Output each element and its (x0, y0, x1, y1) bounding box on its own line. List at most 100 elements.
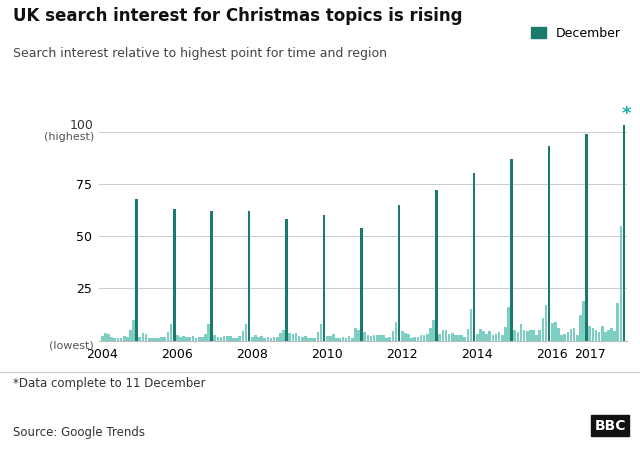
Bar (476, 334, 479, 341)
Bar (294, 333, 298, 341)
Bar (576, 336, 579, 341)
Bar (198, 337, 200, 341)
Bar (220, 337, 222, 341)
Bar (320, 324, 323, 341)
Bar (216, 336, 220, 341)
Bar (214, 335, 216, 341)
Bar (407, 334, 410, 341)
Bar (110, 337, 113, 341)
Bar (141, 333, 144, 341)
Bar (385, 338, 388, 341)
Bar (229, 336, 232, 341)
Bar (435, 190, 438, 341)
Bar (560, 335, 563, 341)
Bar (273, 337, 275, 341)
Bar (510, 159, 513, 341)
Bar (523, 330, 525, 341)
Bar (395, 322, 397, 341)
Bar (176, 335, 179, 341)
Bar (601, 326, 604, 341)
Text: *Data complete to 11 December: *Data complete to 11 December (13, 377, 205, 390)
Text: Source: Google Trends: Source: Google Trends (13, 426, 145, 439)
Bar (310, 338, 313, 341)
Bar (454, 335, 457, 341)
Bar (482, 331, 485, 341)
Bar (623, 125, 625, 341)
Bar (373, 335, 376, 341)
Bar (445, 330, 447, 341)
Bar (501, 335, 504, 341)
Bar (244, 324, 248, 341)
Bar (179, 337, 182, 341)
Bar (113, 338, 116, 341)
Bar (598, 331, 600, 341)
Bar (611, 328, 613, 341)
Bar (282, 330, 285, 341)
Bar (604, 332, 607, 341)
Bar (535, 335, 538, 341)
Bar (104, 333, 107, 341)
Bar (516, 331, 519, 341)
Bar (573, 328, 575, 341)
Bar (145, 334, 147, 341)
Bar (314, 339, 316, 341)
Bar (388, 336, 391, 341)
Bar (541, 318, 544, 341)
Bar (507, 307, 510, 341)
Bar (616, 304, 619, 341)
Bar (417, 336, 419, 341)
Bar (236, 338, 238, 341)
Bar (448, 335, 451, 341)
Bar (345, 338, 348, 341)
Text: Search interest relative to highest point for time and region: Search interest relative to highest poin… (13, 47, 387, 60)
Bar (232, 338, 235, 341)
Bar (342, 337, 344, 341)
Bar (317, 332, 319, 341)
Bar (201, 337, 204, 341)
Bar (354, 328, 356, 341)
Bar (191, 336, 195, 341)
Bar (504, 327, 507, 341)
Bar (379, 335, 381, 341)
Bar (211, 211, 213, 341)
Bar (126, 337, 129, 341)
Bar (545, 305, 547, 341)
Bar (451, 333, 454, 341)
Bar (498, 332, 500, 341)
Text: BBC: BBC (595, 419, 626, 433)
Bar (304, 336, 307, 341)
Bar (538, 330, 541, 341)
Bar (613, 331, 616, 341)
Text: 100: 100 (70, 119, 94, 132)
Bar (392, 331, 394, 341)
Bar (161, 337, 163, 341)
Bar (585, 134, 588, 341)
Bar (101, 336, 104, 341)
Bar (239, 336, 241, 341)
Bar (276, 337, 278, 341)
Bar (513, 330, 516, 341)
Bar (423, 336, 426, 341)
Bar (326, 336, 328, 341)
Bar (166, 332, 169, 341)
Bar (595, 330, 597, 341)
Bar (335, 337, 338, 341)
Bar (254, 335, 257, 341)
Bar (607, 330, 610, 341)
Bar (360, 228, 363, 341)
Bar (398, 205, 401, 341)
Bar (132, 320, 135, 341)
Bar (173, 209, 175, 341)
Bar (563, 334, 566, 341)
Bar (579, 315, 582, 341)
Bar (154, 338, 157, 341)
Bar (292, 334, 294, 341)
Bar (529, 330, 532, 341)
Bar (136, 198, 138, 341)
Bar (329, 336, 332, 341)
Bar (438, 334, 441, 341)
Bar (591, 328, 594, 341)
Bar (267, 336, 269, 341)
Bar (241, 331, 244, 341)
Bar (351, 338, 353, 341)
